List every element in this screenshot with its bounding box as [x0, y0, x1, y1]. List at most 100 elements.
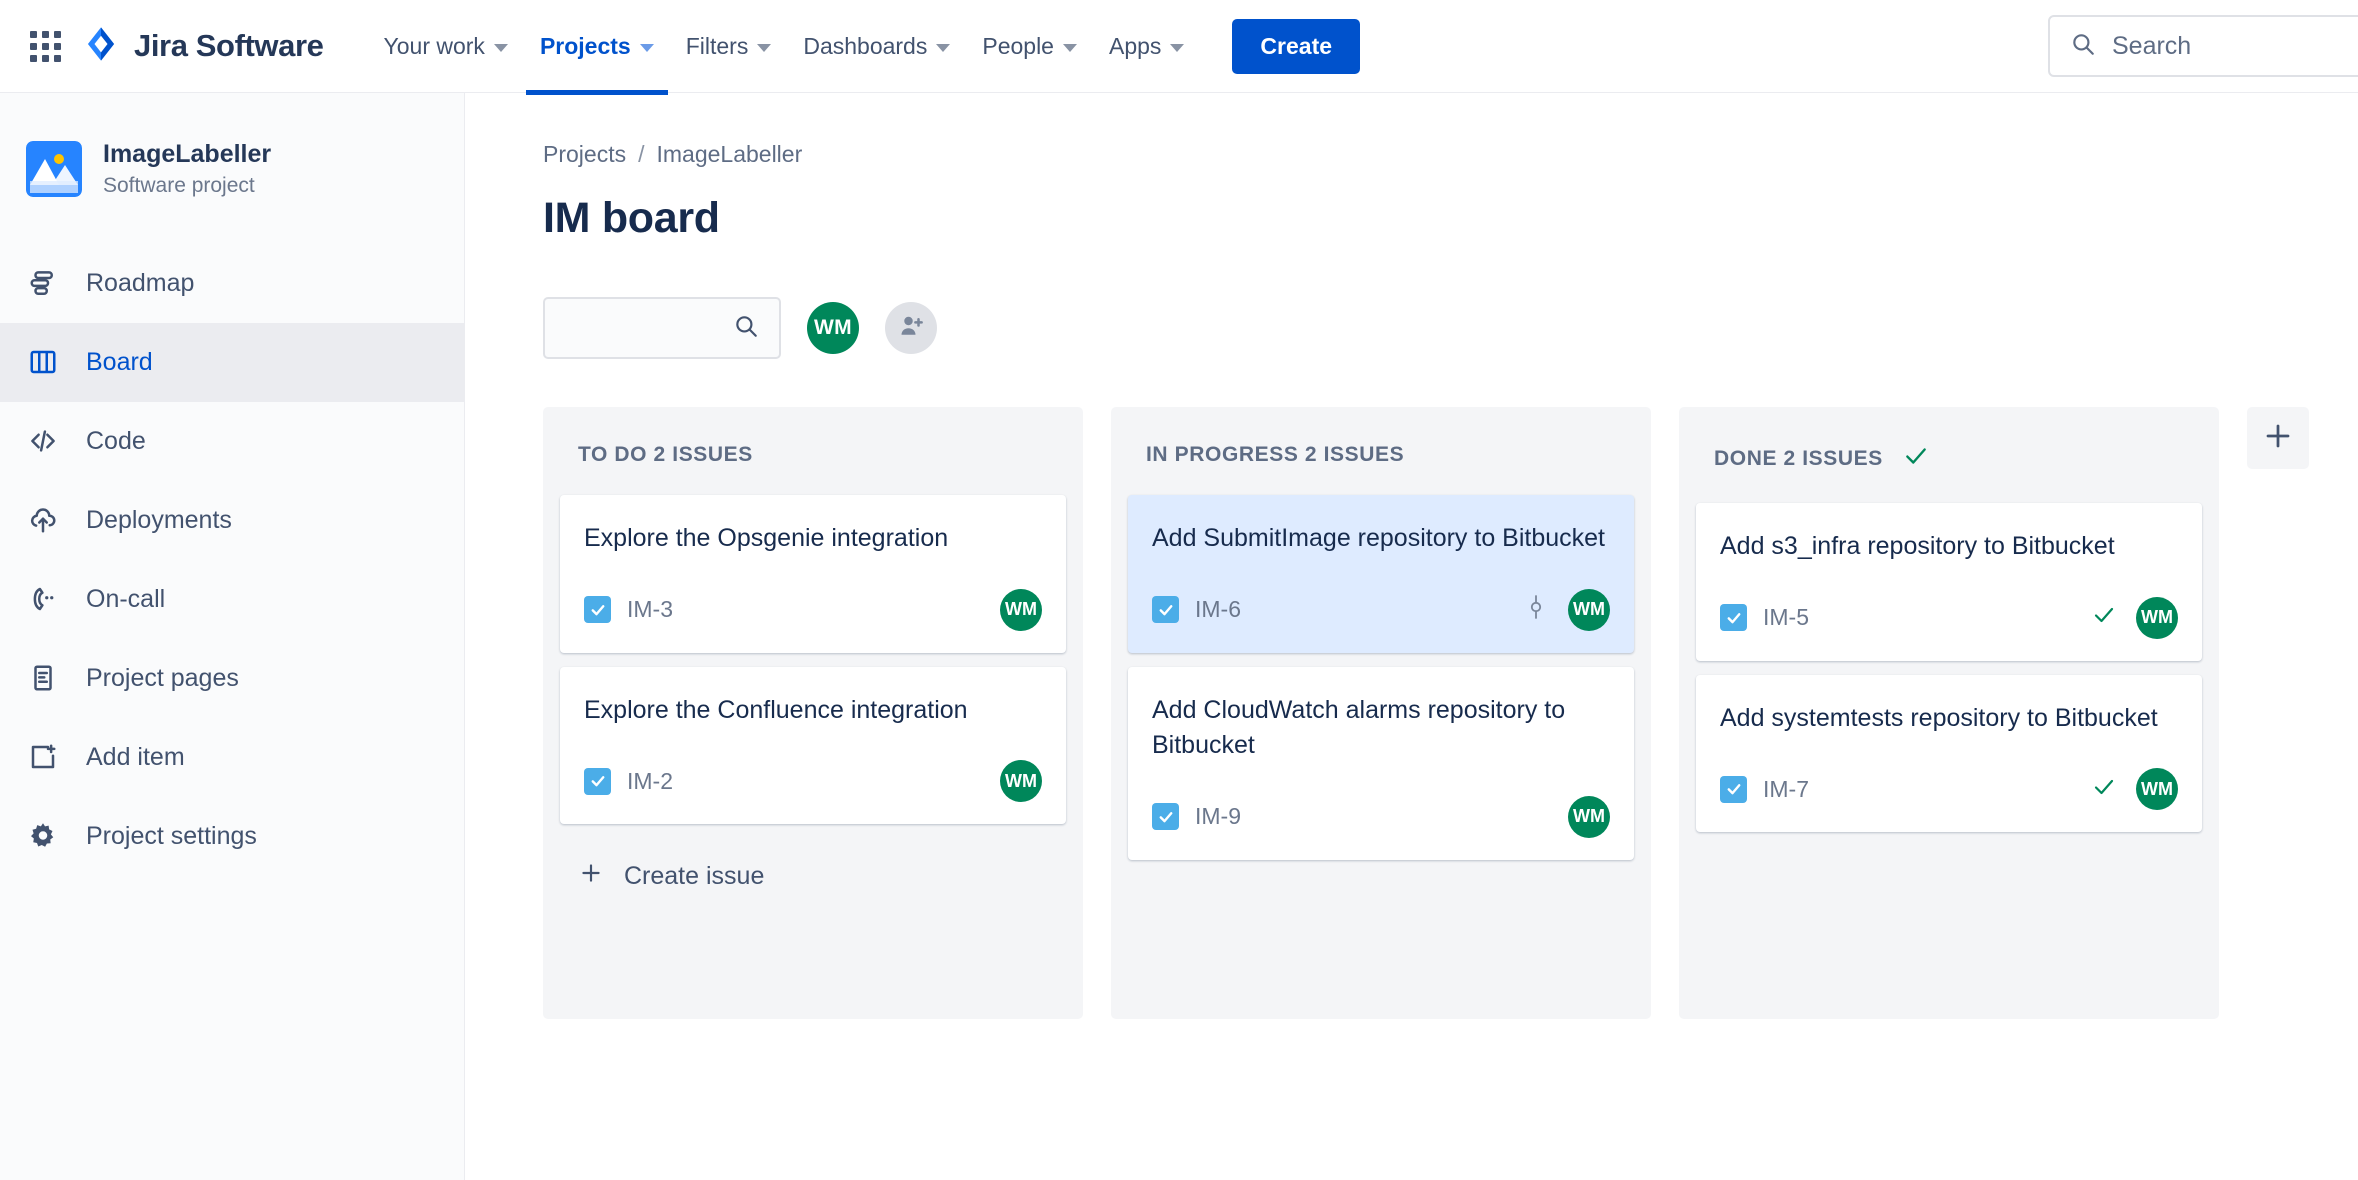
chevron-down-icon — [936, 43, 951, 52]
column-title: TO DO 2 ISSUES — [578, 443, 753, 466]
sidebar-item-code[interactable]: Code — [0, 402, 464, 481]
issue-card-footer: IM-7 WM — [1720, 768, 2178, 810]
create-issue-button[interactable]: Create issue — [560, 838, 1066, 915]
breadcrumb-project[interactable]: ImageLabeller — [656, 141, 803, 167]
task-type-icon — [584, 596, 611, 623]
done-check-icon — [2092, 775, 2116, 804]
issue-card-icons: WM — [1524, 588, 1610, 631]
task-type-icon — [1720, 775, 1747, 803]
avatar-filter-wm[interactable]: WM — [807, 302, 859, 354]
issue-title: Add SubmitImage repository to Bitbucket — [1152, 524, 1606, 552]
deployments-icon — [26, 503, 60, 537]
issue-card-icons: WM — [2092, 596, 2178, 639]
sidebar-item-project-settings[interactable]: Project settings — [0, 797, 464, 876]
plus-icon — [578, 860, 604, 893]
column-header: DONE 2 ISSUES — [1696, 421, 2202, 503]
sidebar-item-label: Code — [86, 426, 146, 455]
column-header: IN PROGRESS 2 ISSUES — [1128, 421, 1634, 495]
sidebar-item-on-call[interactable]: On-call — [0, 560, 464, 639]
pages-icon — [26, 661, 60, 695]
issue-card[interactable]: Add CloudWatch alarms repository to Bitb… — [1128, 666, 1634, 860]
issue-key[interactable]: IM-3 — [627, 596, 673, 622]
task-type-icon — [1720, 604, 1747, 631]
create-button[interactable]: Create — [1232, 18, 1361, 74]
avatar[interactable]: WM — [1568, 795, 1610, 838]
nav-label: Filters — [685, 32, 749, 59]
project-header[interactable]: ImageLabeller Software project — [0, 139, 464, 200]
sidebar-item-project-pages[interactable]: Project pages — [0, 639, 464, 718]
issue-key[interactable]: IM-7 — [1763, 775, 1809, 802]
branch-commit-icon[interactable] — [1524, 594, 1548, 625]
create-issue-label: Create issue — [624, 862, 765, 890]
sidebar-item-roadmap[interactable]: Roadmap — [0, 244, 464, 323]
sidebar-item-board[interactable]: Board — [0, 322, 464, 402]
breadcrumb-projects[interactable]: Projects — [543, 141, 627, 167]
page-title: IM board — [543, 194, 720, 242]
issue-card-icons: WM — [1568, 795, 1610, 838]
issue-key[interactable]: IM-6 — [1195, 596, 1241, 622]
issue-card-selected[interactable]: Add SubmitImage repository to Bitbucket … — [1128, 495, 1634, 653]
issue-card[interactable]: Add s3_infra repository to Bitbucket IM-… — [1696, 503, 2202, 661]
avatar[interactable]: WM — [2136, 768, 2178, 810]
issue-key[interactable]: IM-9 — [1195, 803, 1241, 829]
task-type-icon — [1152, 596, 1179, 623]
project-type: Software project — [103, 174, 255, 198]
issue-key[interactable]: IM-2 — [627, 767, 673, 794]
nav-label: People — [982, 32, 1054, 59]
column-header: TO DO 2 ISSUES — [560, 421, 1066, 495]
breadcrumb: Projects / ImageLabeller — [543, 141, 2358, 168]
app-switcher-icon — [29, 30, 61, 62]
nav-filters[interactable]: Filters — [672, 23, 786, 70]
roadmap-icon — [26, 266, 60, 300]
jira-logo-icon — [82, 25, 120, 68]
main-content: Projects / ImageLabeller IM board WM — [465, 93, 2358, 1180]
task-type-icon — [584, 767, 611, 795]
issue-card[interactable]: Explore the Opsgenie integration IM-3 WM — [560, 495, 1066, 653]
avatar[interactable]: WM — [2136, 596, 2178, 639]
board-column-in-progress: IN PROGRESS 2 ISSUES Add SubmitImage rep… — [1111, 407, 1651, 1019]
search-icon — [733, 313, 759, 344]
nav-label: Your work — [383, 32, 485, 59]
issue-card-footer: IM-3 WM — [584, 588, 1042, 631]
issue-card-footer: IM-5 WM — [1720, 596, 2178, 639]
sidebar-item-label: On-call — [86, 584, 166, 613]
chevron-down-icon — [1170, 43, 1185, 52]
issue-title: Add s3_infra repository to Bitbucket — [1720, 532, 2115, 560]
nav-projects[interactable]: Projects — [525, 23, 668, 95]
issue-card-footer: IM-6 WM — [1152, 588, 1610, 631]
sidebar-item-label: Add item — [86, 742, 185, 771]
issue-key[interactable]: IM-5 — [1763, 604, 1809, 630]
issue-card-icons: WM — [2092, 768, 2178, 810]
sidebar-item-label: Project pages — [86, 663, 239, 692]
jira-home-link[interactable]: Jira Software — [82, 25, 324, 68]
avatar[interactable]: WM — [1000, 760, 1042, 802]
add-item-icon — [26, 740, 60, 774]
issue-card[interactable]: Add systemtests repository to Bitbucket … — [1696, 674, 2202, 832]
board-search-input[interactable] — [543, 297, 781, 359]
sidebar-item-deployments[interactable]: Deployments — [0, 481, 464, 560]
issue-card-icons: WM — [1000, 760, 1042, 802]
avatar[interactable]: WM — [1000, 588, 1042, 631]
nav-dashboards[interactable]: Dashboards — [789, 23, 964, 70]
column-title: DONE 2 ISSUES — [1714, 447, 1883, 470]
chevron-down-icon — [493, 43, 508, 52]
sidebar-item-add-item[interactable]: Add item — [0, 718, 464, 797]
global-search-box[interactable]: Search — [2048, 15, 2358, 77]
issue-title: Explore the Opsgenie integration — [584, 524, 949, 552]
search-icon — [2070, 31, 2096, 62]
project-avatar-icon — [26, 141, 82, 198]
nav-apps[interactable]: Apps — [1095, 23, 1198, 70]
add-column-button[interactable] — [2247, 407, 2309, 469]
nav-your-work[interactable]: Your work — [370, 23, 522, 70]
avatar[interactable]: WM — [1568, 588, 1610, 631]
nav-people[interactable]: People — [968, 23, 1091, 70]
column-done-check-icon — [1903, 443, 1929, 475]
issue-card[interactable]: Explore the Confluence integration IM-2 … — [560, 666, 1066, 824]
project-sidebar: ImageLabeller Software project Roadmap — [0, 93, 465, 1180]
add-person-icon — [896, 311, 926, 346]
app-switcher-button[interactable] — [18, 19, 72, 73]
issue-card-footer: IM-2 WM — [584, 760, 1042, 802]
sidebar-item-label: Roadmap — [86, 268, 195, 297]
add-people-button[interactable] — [885, 302, 937, 354]
issue-card-footer: IM-9 WM — [1152, 795, 1610, 838]
